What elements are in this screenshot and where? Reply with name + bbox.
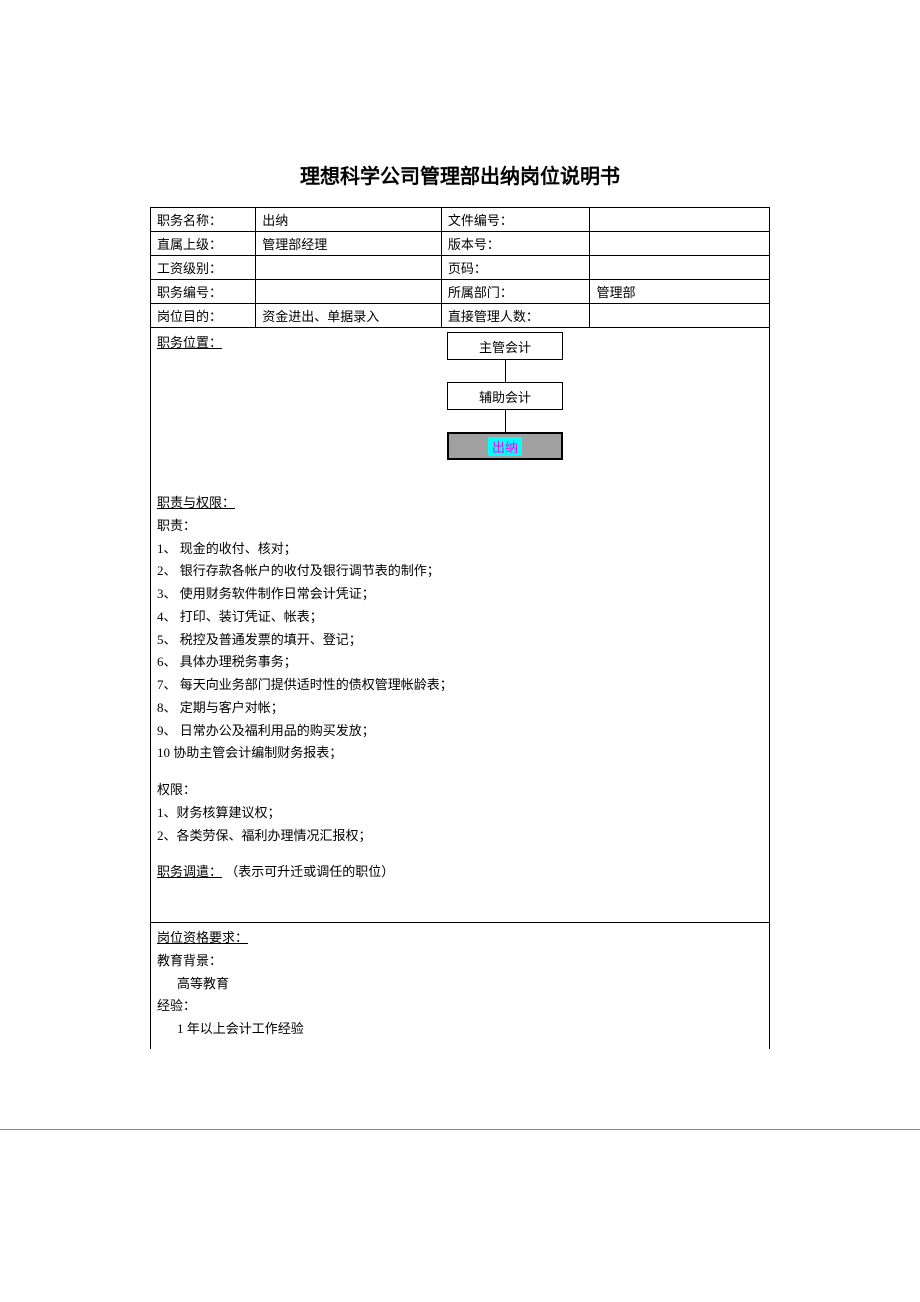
table-cell: 文件编号： — [441, 208, 590, 232]
table-cell: 直属上级： — [151, 232, 256, 256]
org-box-supervisor: 主管会计 — [447, 332, 563, 360]
duties-list: 1、 现金的收付、核对；2、 银行存款各帐户的收付及银行调节表的制作；3、 使用… — [157, 538, 763, 766]
table-cell: 工资级别： — [151, 256, 256, 280]
table-cell: 职务编号： — [151, 280, 256, 304]
list-item: 1、财务核算建议权； — [157, 802, 763, 825]
org-box-label: 主管会计 — [479, 337, 531, 356]
position-section: 职务位置： 主管会计 辅助会计 出纳 — [150, 328, 770, 464]
exp-value: 1 年以上会计工作经验 — [157, 1018, 763, 1041]
org-box-label: 出纳 — [488, 437, 522, 456]
list-item: 1、 现金的收付、核对； — [157, 538, 763, 561]
org-box-label: 辅助会计 — [479, 387, 531, 406]
qualifications-section: 岗位资格要求： 教育背景： 高等教育 经验： 1 年以上会计工作经验 — [150, 923, 770, 1049]
position-label: 职务位置： — [157, 332, 247, 460]
table-row: 职务名称：出纳文件编号： — [151, 208, 770, 232]
edu-label: 教育背景： — [157, 950, 763, 973]
org-box-current: 出纳 — [447, 432, 563, 460]
table-row: 岗位目的：资金进出、单据录入直接管理人数： — [151, 304, 770, 328]
table-row: 工资级别： 页码： — [151, 256, 770, 280]
org-chart: 主管会计 辅助会计 出纳 — [247, 332, 763, 460]
table-row: 职务编号： 所属部门：管理部 — [151, 280, 770, 304]
table-row: 直属上级：管理部经理版本号： — [151, 232, 770, 256]
list-item: 8、 定期与客户对帐； — [157, 697, 763, 720]
transfer-label: 职务调遣： — [157, 864, 222, 879]
table-cell: 直接管理人数： — [441, 304, 590, 328]
table-cell — [256, 280, 442, 304]
edu-value: 高等教育 — [157, 973, 763, 996]
auth-list: 1、财务核算建议权；2、各类劳保、福利办理情况汇报权； — [157, 802, 763, 848]
list-item: 7、 每天向业务部门提供适时性的债权管理帐龄表； — [157, 674, 763, 697]
table-cell: 资金进出、单据录入 — [256, 304, 442, 328]
auth-label: 权限： — [157, 779, 763, 802]
list-item: 6、 具体办理税务事务； — [157, 651, 763, 674]
list-item: 4、 打印、装订凭证、帐表； — [157, 606, 763, 629]
document-page: 理想科学公司管理部出纳岗位说明书 职务名称：出纳文件编号：直属上级：管理部经理版… — [0, 0, 920, 1130]
table-cell: 岗位目的： — [151, 304, 256, 328]
document-title: 理想科学公司管理部出纳岗位说明书 — [150, 160, 770, 189]
table-cell — [256, 256, 442, 280]
org-connector — [505, 360, 506, 382]
list-item: 2、 银行存款各帐户的收付及银行调节表的制作； — [157, 560, 763, 583]
table-cell: 出纳 — [256, 208, 442, 232]
table-cell: 所属部门： — [441, 280, 590, 304]
table-cell: 管理部经理 — [256, 232, 442, 256]
table-cell: 职务名称： — [151, 208, 256, 232]
table-cell: 版本号： — [441, 232, 590, 256]
table-cell — [590, 208, 770, 232]
transfer-note: （表示可升迁或调任的职位） — [225, 864, 394, 879]
table-cell: 页码： — [441, 256, 590, 280]
org-box-assistant: 辅助会计 — [447, 382, 563, 410]
org-connector — [505, 410, 506, 432]
qual-header: 岗位资格要求： — [157, 927, 763, 950]
info-table: 职务名称：出纳文件编号：直属上级：管理部经理版本号：工资级别：页码：职务编号：所… — [150, 207, 770, 328]
list-item: 9、 日常办公及福利用品的购买发放； — [157, 720, 763, 743]
list-item: 3、 使用财务软件制作日常会计凭证； — [157, 583, 763, 606]
table-cell — [590, 232, 770, 256]
list-item: 2、各类劳保、福利办理情况汇报权； — [157, 825, 763, 848]
list-item: 5、 税控及普通发票的填开、登记； — [157, 629, 763, 652]
duties-section: 职责与权限： 职责： 1、 现金的收付、核对；2、 银行存款各帐户的收付及银行调… — [150, 464, 770, 923]
table-cell: 管理部 — [590, 280, 770, 304]
exp-label: 经验： — [157, 995, 763, 1018]
table-cell — [590, 256, 770, 280]
duties-header: 职责与权限： — [157, 492, 763, 515]
duties-label: 职责： — [157, 515, 763, 538]
list-item: 10 协助主管会计编制财务报表； — [157, 742, 763, 765]
table-cell — [590, 304, 770, 328]
